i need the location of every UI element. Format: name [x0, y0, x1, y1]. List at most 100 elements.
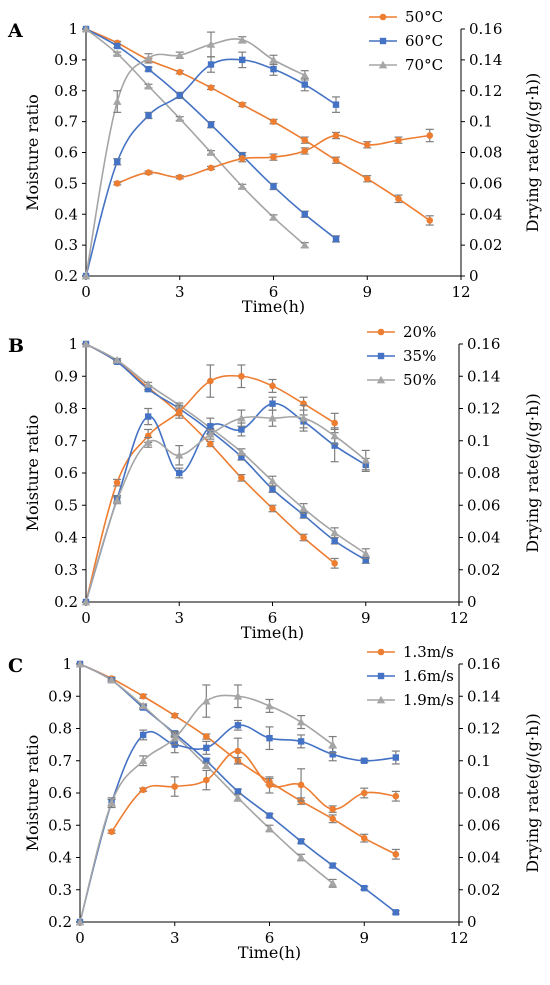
x-tick-label: 12 — [451, 283, 470, 301]
panel-letter: B — [8, 335, 24, 357]
data-point — [331, 560, 338, 567]
legend-swatch-marker — [377, 672, 385, 680]
data-point — [207, 377, 214, 385]
left-tick-label: 0.6 — [54, 144, 78, 162]
right-tick-label: 0.02 — [467, 881, 500, 899]
data-point — [144, 81, 153, 90]
data-point — [234, 788, 242, 795]
data-point — [113, 97, 122, 105]
data-point — [203, 744, 210, 752]
right-tick-label: 0.1 — [469, 113, 493, 131]
series-moisture-0 — [82, 25, 434, 226]
data-point — [114, 42, 121, 50]
x-tick-label: 0 — [81, 609, 91, 627]
data-point — [237, 447, 246, 456]
series-rate-5 — [75, 684, 337, 926]
data-point — [329, 751, 336, 758]
data-point — [392, 850, 400, 858]
data-point — [269, 400, 276, 407]
data-point — [238, 35, 247, 44]
data-point — [328, 879, 337, 887]
data-point — [301, 136, 309, 144]
data-point — [300, 534, 307, 541]
data-point — [75, 917, 85, 926]
legend-label: 70°C — [405, 56, 443, 74]
right-y-axis-title: Drying rate(g/(g·h)) — [523, 73, 542, 233]
data-point — [269, 382, 276, 390]
data-point — [238, 453, 245, 461]
data-point — [301, 211, 308, 218]
data-point — [138, 756, 148, 765]
left-tick-label: 0.3 — [48, 881, 72, 899]
legend-label: 50% — [403, 371, 436, 389]
series-rate-3 — [107, 737, 400, 835]
left-y-axis-title: Moisture ratio — [23, 415, 42, 532]
series-line — [85, 343, 367, 555]
series-moisture-2 — [81, 339, 370, 560]
left-tick-label: 0.2 — [54, 267, 78, 285]
data-point — [202, 761, 211, 769]
data-point — [268, 413, 277, 422]
data-point — [170, 733, 179, 742]
left-tick-label: 0.4 — [48, 849, 72, 867]
legend-swatch-marker — [377, 648, 385, 656]
data-point — [265, 701, 274, 710]
data-point — [112, 355, 122, 364]
data-point — [239, 56, 246, 64]
data-point — [139, 731, 147, 739]
data-point — [175, 51, 184, 59]
series-moisture-1 — [82, 340, 370, 564]
legend-swatch-marker — [376, 695, 386, 704]
right-tick-label: 0.1 — [467, 432, 491, 450]
data-point — [270, 183, 277, 190]
data-point — [331, 419, 338, 427]
data-point — [113, 479, 121, 486]
right-y-axis-title: Drying rate(g/(g·h)) — [523, 713, 542, 873]
data-point — [332, 132, 340, 139]
data-point — [332, 156, 340, 164]
right-tick-label: 0.04 — [469, 205, 502, 223]
data-point — [331, 442, 338, 449]
right-tick-label: 0.08 — [467, 784, 500, 802]
left-tick-label: 0.2 — [48, 913, 72, 931]
right-tick-label: 0 — [469, 267, 479, 285]
data-point — [144, 385, 152, 393]
series-line — [85, 28, 431, 222]
data-point — [108, 828, 115, 835]
data-point — [234, 747, 242, 755]
data-point — [332, 101, 340, 108]
left-tick-label: 0.6 — [54, 464, 78, 482]
x-tick-label: 6 — [269, 283, 279, 301]
x-tick-label: 6 — [268, 609, 278, 627]
x-tick-label: 0 — [81, 283, 91, 301]
data-point — [329, 805, 336, 813]
data-point — [266, 734, 273, 742]
left-tick-label: 1 — [62, 655, 72, 673]
data-point — [297, 838, 305, 845]
legend-label: 1.6m/s — [403, 667, 454, 685]
right-tick-label: 0.12 — [467, 720, 500, 738]
data-point — [107, 675, 116, 684]
data-point — [269, 55, 278, 64]
data-point — [113, 49, 122, 58]
data-point — [81, 24, 91, 33]
data-point — [203, 757, 210, 764]
data-point — [296, 853, 306, 861]
legend-swatch-marker — [379, 13, 387, 21]
data-point — [207, 61, 215, 68]
data-point — [81, 271, 91, 280]
left-tick-label: 1 — [68, 20, 78, 38]
x-tick-label: 3 — [175, 283, 185, 301]
data-point — [144, 54, 153, 62]
data-point — [328, 740, 337, 748]
legend-label: 1.3m/s — [403, 643, 454, 661]
data-point — [176, 92, 183, 99]
data-point — [139, 692, 147, 700]
data-point — [270, 65, 277, 73]
legend: 50°C 60°C 70°C — [369, 8, 443, 74]
data-point — [361, 757, 368, 764]
left-tick-label: 0.7 — [54, 113, 78, 131]
data-point — [268, 476, 277, 485]
series-rate-4 — [82, 396, 370, 606]
